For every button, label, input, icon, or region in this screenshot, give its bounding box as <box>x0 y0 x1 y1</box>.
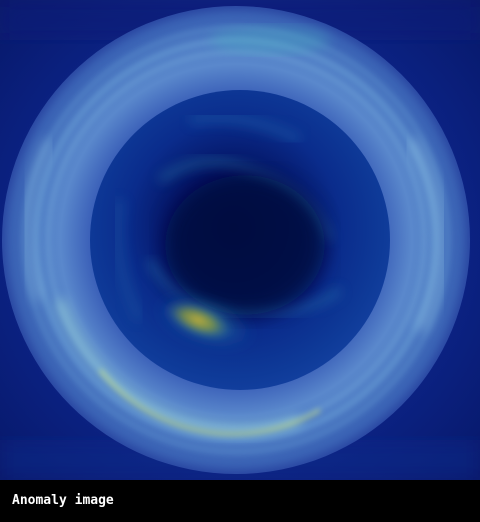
anomaly-hotspot <box>164 299 232 341</box>
center-dark-region <box>165 175 325 315</box>
caption-bar: Anomaly image <box>0 480 480 522</box>
anomaly-heatmap-image <box>0 0 480 480</box>
image-caption: Anomaly image <box>12 493 114 508</box>
heatmap-svg <box>0 0 480 480</box>
